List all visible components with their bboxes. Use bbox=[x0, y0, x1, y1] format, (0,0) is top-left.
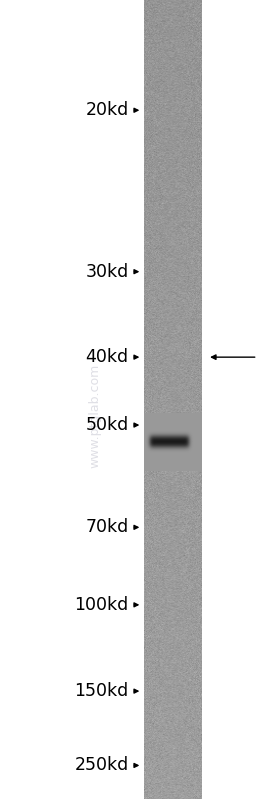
Text: 250kd: 250kd bbox=[74, 757, 129, 774]
Text: 30kd: 30kd bbox=[86, 263, 129, 280]
Text: 20kd: 20kd bbox=[86, 101, 129, 119]
Text: www.ptglab.com: www.ptglab.com bbox=[89, 364, 102, 467]
Text: 150kd: 150kd bbox=[74, 682, 129, 700]
Text: 40kd: 40kd bbox=[86, 348, 129, 366]
Text: 50kd: 50kd bbox=[86, 416, 129, 434]
Text: 100kd: 100kd bbox=[74, 596, 129, 614]
Text: 70kd: 70kd bbox=[86, 519, 129, 536]
